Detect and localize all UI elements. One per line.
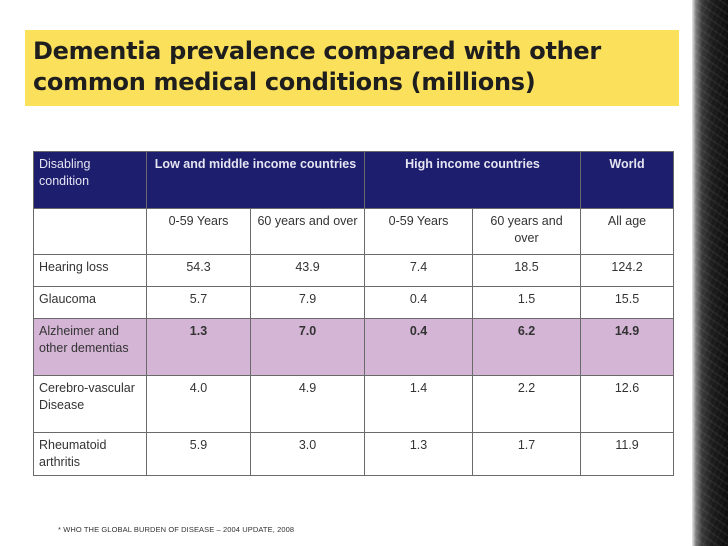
subheader-cell: 60 years and over [249,208,366,255]
decorative-texture-strip [692,0,728,546]
table-cell: 7.0 [249,318,366,376]
source-footnote: * WHO THE GLOBAL BURDEN OF DISEASE – 200… [58,525,295,534]
table-cell: 12.6 [580,375,675,433]
table-cell: 4.0 [146,375,251,433]
subheader-cell: All age [580,208,675,255]
table-cell: 14.9 [580,318,675,376]
subheader-empty [33,208,147,255]
subheader-cell: 0-59 Years [146,208,251,255]
table-cell: 3.0 [249,432,366,476]
table-subheader-row: 0-59 Years 60 years and over 0-59 Years … [33,208,675,255]
table-row: Rheumatoid arthritis 5.9 3.0 1.3 1.7 11.… [33,432,675,476]
header-high-income: High income countries [364,151,582,209]
table-cell: 4.9 [249,375,366,433]
slide-title: Dementia prevalence compared with other … [33,37,601,96]
row-label: Rheumatoid arthritis [33,432,147,476]
table-cell: 1.4 [364,375,474,433]
table-cell: 0.4 [364,318,474,376]
row-label: Cerebro-vascular Disease [33,375,147,433]
prevalence-table: Disabling condition Low and middle incom… [33,151,675,476]
row-label: Alzheimer and other dementias [33,318,147,376]
table-row-highlighted: Alzheimer and other dementias 1.3 7.0 0.… [33,318,675,376]
title-bar: Dementia prevalence compared with other … [25,30,679,106]
row-label: Glaucoma [33,286,147,319]
table-row: Cerebro-vascular Disease 4.0 4.9 1.4 2.2… [33,375,675,433]
table-header-row: Disabling condition Low and middle incom… [33,151,675,209]
table-cell: 7.4 [364,254,474,287]
table-cell: 5.9 [146,432,251,476]
table-cell: 1.3 [364,432,474,476]
table-cell: 1.3 [146,318,251,376]
table-row: Glaucoma 5.7 7.9 0.4 1.5 15.5 [33,286,675,319]
row-label: Hearing loss [33,254,147,287]
table-cell: 11.9 [580,432,675,476]
subheader-cell: 60 years and over [472,208,582,255]
table-cell: 43.9 [249,254,366,287]
table-cell: 15.5 [580,286,675,319]
table-cell: 124.2 [580,254,675,287]
header-condition: Disabling condition [33,151,147,209]
table-cell: 2.2 [472,375,582,433]
table-cell: 7.9 [249,286,366,319]
table-cell: 0.4 [364,286,474,319]
table-cell: 54.3 [146,254,251,287]
header-low-middle-income: Low and middle income countries [145,151,366,209]
table-cell: 5.7 [146,286,251,319]
table-cell: 1.7 [472,432,582,476]
subheader-cell: 0-59 Years [364,208,474,255]
table-cell: 6.2 [472,318,582,376]
table-cell: 1.5 [472,286,582,319]
header-world: World [580,151,675,209]
table-cell: 18.5 [472,254,582,287]
table-row: Hearing loss 54.3 43.9 7.4 18.5 124.2 [33,254,675,287]
